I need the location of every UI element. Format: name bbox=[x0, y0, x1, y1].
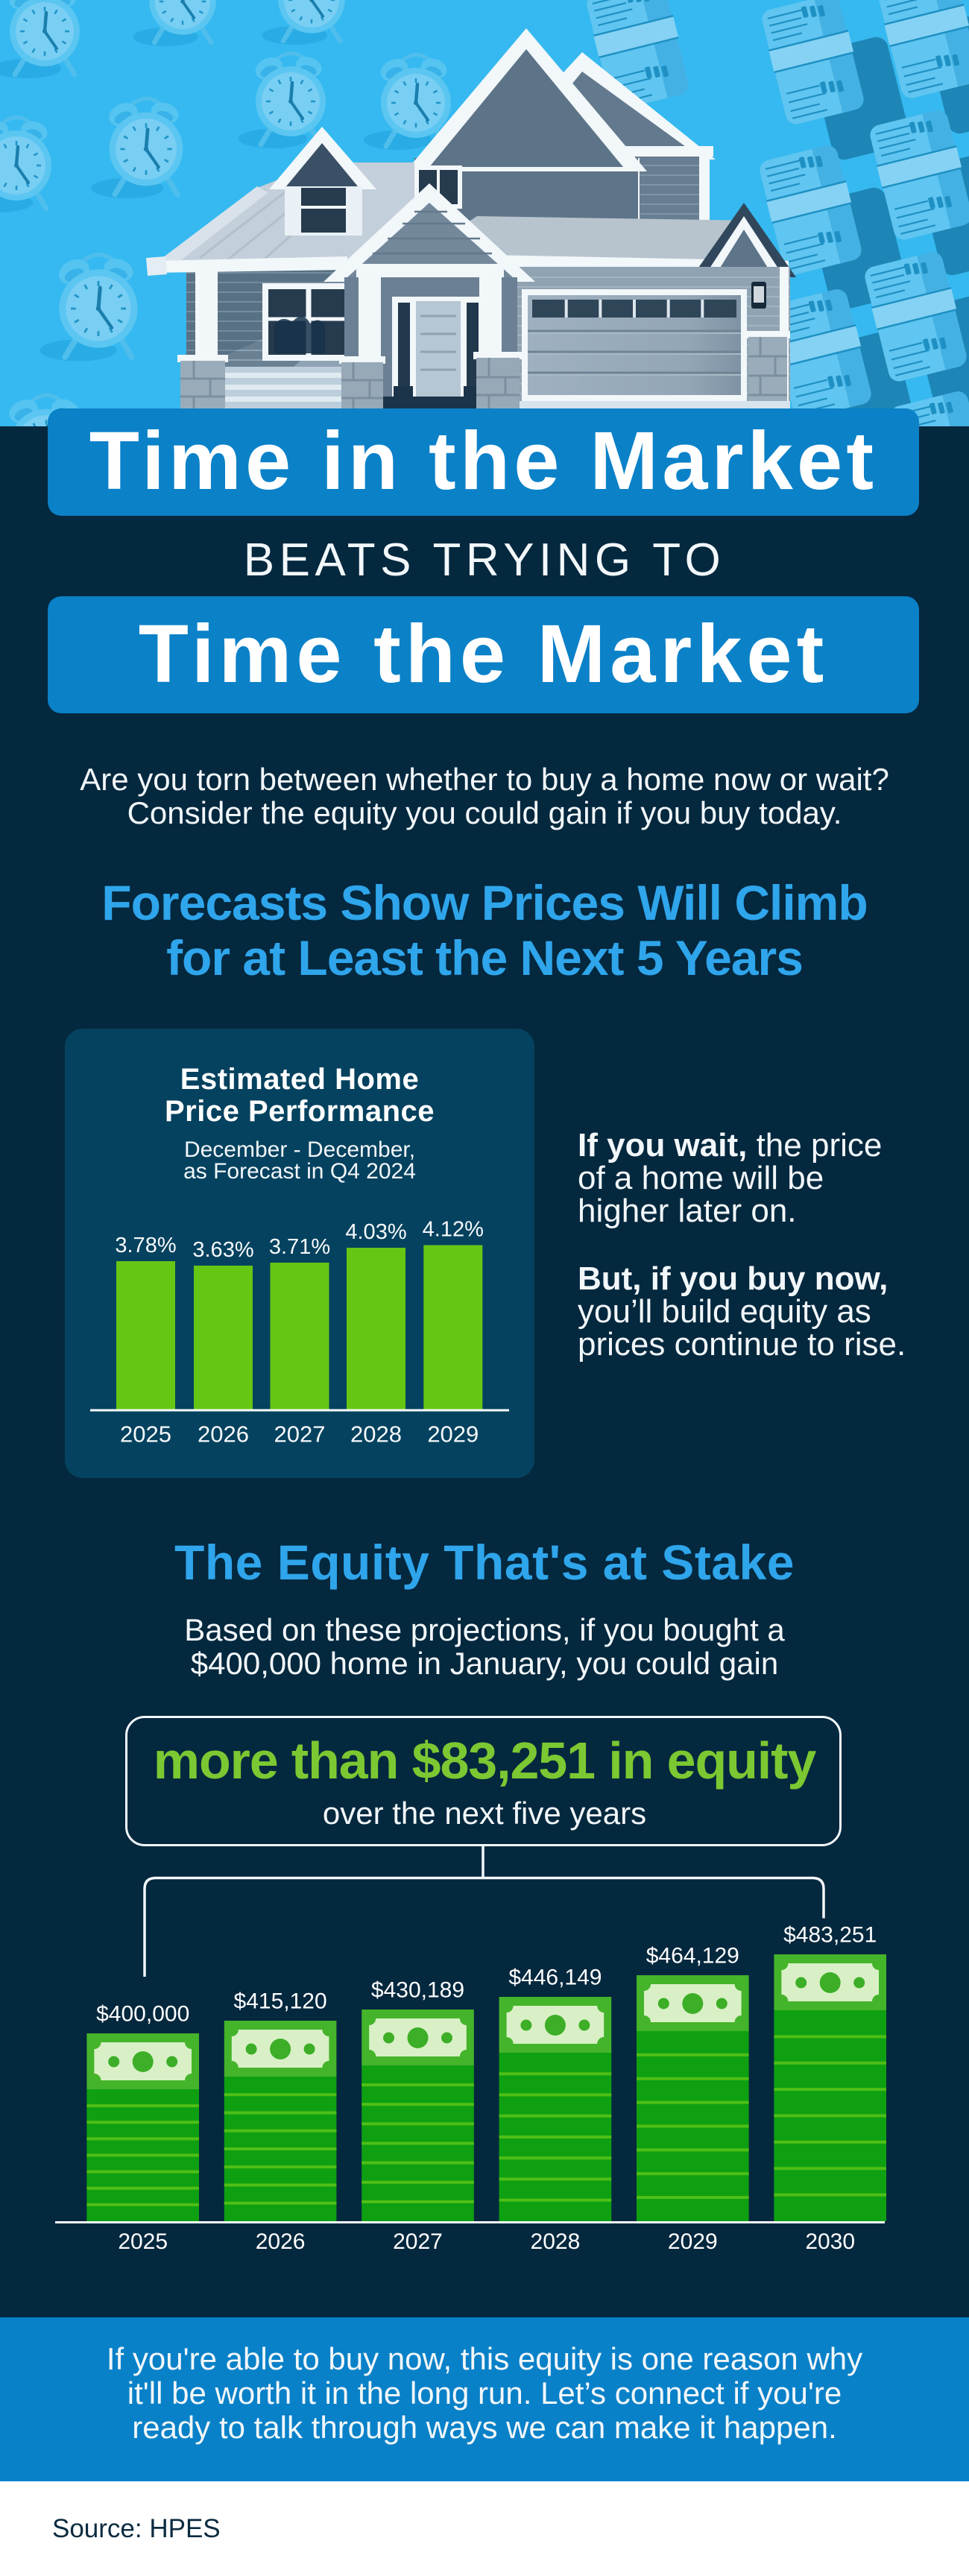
svg-text:2025: 2025 bbox=[118, 2229, 168, 2254]
svg-text:2025: 2025 bbox=[120, 1421, 171, 1448]
svg-text:$400,000: $400,000 bbox=[96, 2002, 189, 2027]
svg-text:3.63%: 3.63% bbox=[192, 1238, 253, 1262]
svg-text:4.12%: 4.12% bbox=[423, 1218, 484, 1242]
svg-text:2030: 2030 bbox=[805, 2229, 855, 2254]
svg-text:2029: 2029 bbox=[427, 1421, 479, 1448]
svg-text:$430,189: $430,189 bbox=[371, 1978, 464, 2003]
svg-text:$483,251: $483,251 bbox=[783, 1923, 877, 1948]
svg-text:4.03%: 4.03% bbox=[345, 1220, 406, 1244]
svg-text:$464,129: $464,129 bbox=[646, 1944, 739, 1969]
svg-text:2028: 2028 bbox=[350, 1421, 402, 1448]
svg-text:3.78%: 3.78% bbox=[115, 1234, 176, 1257]
svg-text:3.71%: 3.71% bbox=[269, 1235, 330, 1259]
svg-text:2026: 2026 bbox=[256, 2229, 306, 2254]
svg-text:2026: 2026 bbox=[198, 1421, 249, 1448]
svg-text:2027: 2027 bbox=[274, 1421, 326, 1448]
svg-text:$446,149: $446,149 bbox=[508, 1966, 602, 1990]
svg-text:2029: 2029 bbox=[668, 2229, 718, 2254]
svg-text:2028: 2028 bbox=[531, 2229, 581, 2254]
svg-text:2027: 2027 bbox=[393, 2229, 443, 2254]
svg-text:$415,120: $415,120 bbox=[234, 1989, 327, 2014]
